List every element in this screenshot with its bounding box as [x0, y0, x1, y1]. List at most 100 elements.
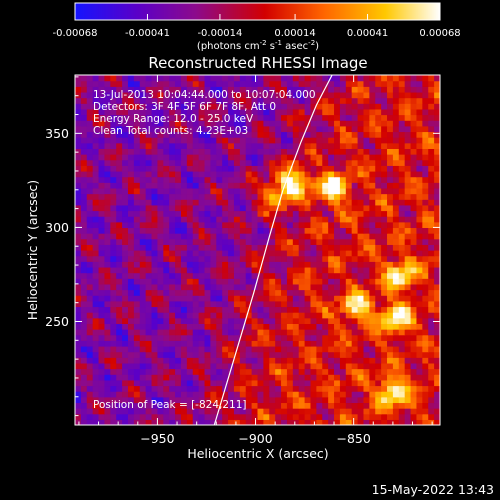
heatmap-cell — [310, 221, 317, 229]
heatmap-cell — [228, 329, 235, 336]
heatmap-cell — [381, 323, 388, 330]
heatmap-cell — [304, 137, 312, 144]
heatmap-cell — [410, 402, 418, 409]
heatmap-cell — [216, 250, 223, 257]
heatmap-cell — [286, 176, 294, 183]
heatmap-cell — [245, 75, 253, 82]
heatmap-cell — [210, 75, 217, 82]
heatmap-cell — [139, 108, 147, 116]
heatmap-cell — [198, 142, 206, 149]
heatmap-cell — [80, 91, 88, 99]
heatmap-cell — [263, 114, 270, 121]
heatmap-cell — [204, 368, 212, 375]
heatmap-cell — [304, 306, 312, 313]
heatmap-cell — [398, 244, 406, 251]
heatmap-cell — [422, 170, 429, 178]
heatmap-cell — [198, 170, 206, 178]
heatmap-cell — [322, 244, 329, 251]
heatmap-cell — [222, 210, 229, 217]
heatmap-cell — [375, 368, 382, 375]
heatmap-cell — [104, 233, 111, 240]
heatmap-cell — [269, 323, 276, 330]
heatmap-cell — [316, 300, 323, 308]
heatmap-cell — [98, 272, 106, 279]
heatmap-cell — [392, 142, 400, 149]
heatmap-cell — [339, 233, 347, 240]
heatmap-cell — [286, 221, 294, 229]
heatmap-cell — [422, 187, 429, 195]
heatmap-cell — [381, 182, 388, 189]
heatmap-cell — [110, 80, 117, 87]
heatmap-cell — [357, 289, 365, 296]
heatmap-cell — [316, 120, 323, 127]
heatmap-cell — [233, 323, 241, 330]
heatmap-cell — [139, 97, 147, 104]
heatmap-cell — [351, 170, 359, 178]
heatmap-cell — [357, 165, 365, 172]
heatmap-cell — [116, 91, 123, 99]
heatmap-cell — [192, 340, 200, 347]
heatmap-cell — [363, 103, 370, 110]
heatmap-cell — [210, 244, 217, 251]
heatmap-cell — [328, 283, 335, 291]
heatmap-cell — [198, 312, 206, 319]
heatmap-cell — [392, 408, 400, 415]
heatmap-cell — [186, 187, 194, 195]
heatmap-cell — [263, 351, 270, 358]
heatmap-cell — [216, 154, 223, 161]
heatmap-cell — [292, 351, 300, 358]
heatmap-cell — [222, 351, 229, 358]
heatmap-cell — [257, 91, 264, 99]
colorbar-tick-label: -0.00014 — [197, 28, 242, 39]
heatmap-cell — [228, 340, 235, 347]
heatmap-cell — [86, 323, 94, 330]
heatmap-cell — [357, 176, 365, 183]
heatmap-cell — [110, 131, 117, 138]
heatmap-cell — [292, 91, 300, 99]
heatmap-cell — [263, 300, 270, 308]
heatmap-cell — [222, 340, 229, 347]
heatmap-cell — [375, 374, 382, 381]
heatmap-cell — [139, 368, 147, 375]
heatmap-cell — [222, 295, 229, 302]
heatmap-cell — [222, 312, 229, 319]
heatmap-cell — [381, 210, 388, 217]
heatmap-cell — [257, 120, 264, 127]
heatmap-cell — [381, 159, 388, 166]
heatmap-cell — [198, 86, 206, 93]
heatmap-cell — [233, 199, 241, 206]
heatmap-cell — [175, 278, 182, 285]
heatmap-cell — [104, 351, 111, 358]
heatmap-cell — [186, 103, 194, 110]
heatmap-cell — [328, 250, 335, 257]
heatmap-cell — [310, 300, 317, 308]
heatmap-cell — [75, 131, 82, 138]
heatmap-cell — [86, 142, 94, 149]
heatmap-cell — [387, 278, 394, 285]
heatmap-cell — [210, 368, 217, 375]
heatmap-cell — [381, 261, 388, 268]
heatmap-cell — [139, 91, 147, 99]
heatmap-cell — [275, 385, 282, 392]
heatmap-cell — [92, 182, 100, 189]
heatmap-cell — [92, 170, 100, 178]
heatmap-cell — [269, 227, 276, 234]
heatmap-cell — [139, 402, 147, 409]
heatmap-cell — [233, 165, 241, 172]
heatmap-cell — [286, 413, 294, 420]
heatmap-cell — [286, 125, 294, 133]
heatmap-cell — [92, 283, 100, 291]
heatmap-cell — [263, 368, 270, 375]
heatmap-cell — [345, 351, 353, 358]
heatmap-cell — [422, 379, 429, 387]
heatmap-cell — [251, 379, 259, 387]
heatmap-cell — [286, 182, 294, 189]
heatmap-cell — [322, 329, 329, 336]
heatmap-cell — [98, 187, 106, 195]
heatmap-cell — [92, 125, 100, 133]
heatmap-cell — [80, 108, 88, 116]
heatmap-cell — [339, 165, 347, 172]
heatmap-cell — [410, 408, 418, 415]
heatmap-cell — [127, 221, 135, 229]
heatmap-cell — [387, 413, 394, 420]
